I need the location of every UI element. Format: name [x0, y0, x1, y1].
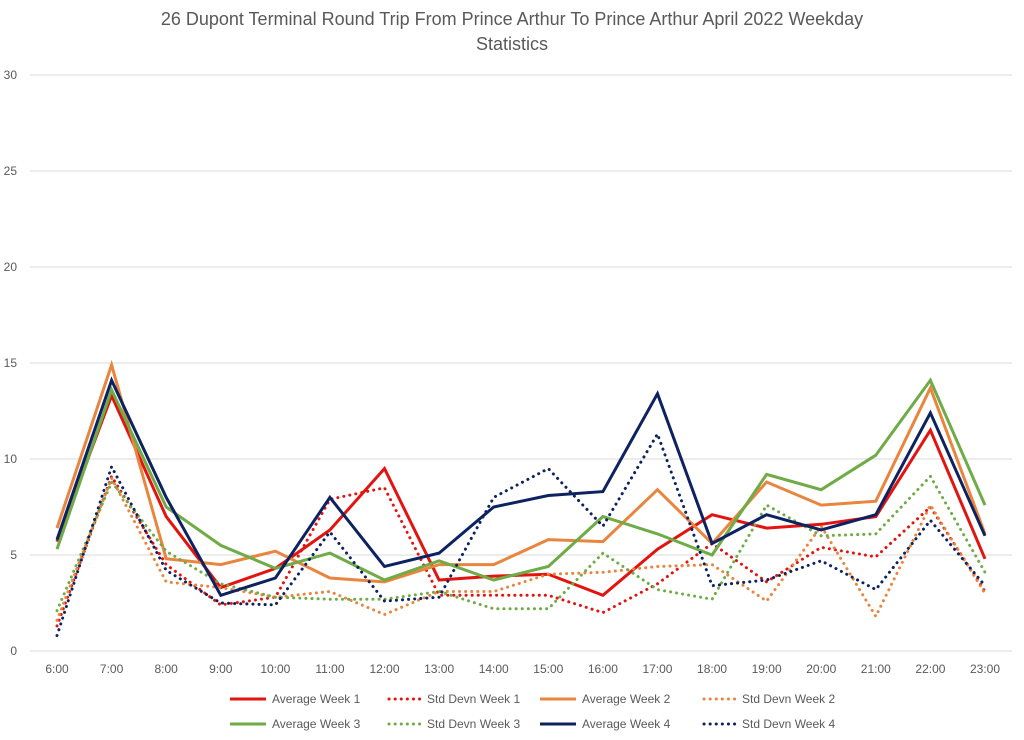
- x-tick-label: 20:00: [806, 662, 836, 676]
- y-tick-label: 20: [4, 260, 18, 274]
- y-tick-label: 15: [4, 356, 18, 370]
- legend-label: Std Devn Week 1: [427, 692, 520, 706]
- series-lines: [55, 359, 987, 638]
- legend-label: Average Week 4: [582, 717, 671, 731]
- series-line-std-devn-week-1: [55, 472, 987, 628]
- legend-label: Average Week 2: [582, 692, 671, 706]
- x-tick-label: 16:00: [588, 662, 618, 676]
- series-line-average-week-4: [55, 376, 987, 598]
- legend-label: Std Devn Week 2: [742, 692, 835, 706]
- x-tick-label: 21:00: [861, 662, 891, 676]
- x-tick-label: 7:00: [100, 662, 124, 676]
- legend-label: Average Week 1: [272, 692, 361, 706]
- x-tick-label: 6:00: [45, 662, 69, 676]
- x-tick-label: 14:00: [479, 662, 509, 676]
- gridlines: [30, 74, 1012, 652]
- chart-title-line-2: Statistics: [476, 34, 548, 54]
- legend-label: Std Devn Week 4: [742, 717, 835, 731]
- y-tick-label: 10: [4, 452, 18, 466]
- x-tick-label: 17:00: [642, 662, 672, 676]
- x-tick-label: 18:00: [697, 662, 727, 676]
- x-tick-label: 22:00: [915, 662, 945, 676]
- chart-title-line-1: 26 Dupont Terminal Round Trip From Princ…: [161, 9, 863, 29]
- series-line-average-week-1: [55, 391, 987, 598]
- x-tick-label: 19:00: [752, 662, 782, 676]
- legend-label: Std Devn Week 3: [427, 717, 520, 731]
- series-line-average-week-2: [55, 359, 987, 584]
- series-line-average-week-3: [55, 377, 987, 582]
- x-tick-label: 13:00: [424, 662, 454, 676]
- y-tick-label: 25: [4, 164, 18, 178]
- x-tick-label: 11:00: [315, 662, 344, 676]
- x-axis-ticks: 6:00 7:00 8:00 9:00 10:00 11:00 12:00 13:00 14:0…: [45, 662, 1000, 676]
- legend-label: Average Week 3: [272, 717, 361, 731]
- x-tick-label: 23:00: [970, 662, 1000, 676]
- y-tick-label: 30: [4, 68, 18, 82]
- x-tick-label: 10:00: [260, 662, 290, 676]
- x-tick-label: 9:00: [209, 662, 233, 676]
- y-tick-label: 5: [10, 548, 17, 562]
- series-line-std-devn-week-3: [55, 473, 987, 613]
- series-line-std-devn-week-4: [55, 430, 987, 638]
- x-tick-label: 8:00: [154, 662, 178, 676]
- legend: Average Week 1 Std Devn Week 1 Average Wee…: [230, 692, 835, 731]
- x-tick-label: 12:00: [370, 662, 400, 676]
- y-tick-label: 0: [10, 644, 17, 658]
- y-axis-ticks: 0 5 10 15 20 25 30: [4, 68, 18, 658]
- x-tick-label: 15:00: [533, 662, 563, 676]
